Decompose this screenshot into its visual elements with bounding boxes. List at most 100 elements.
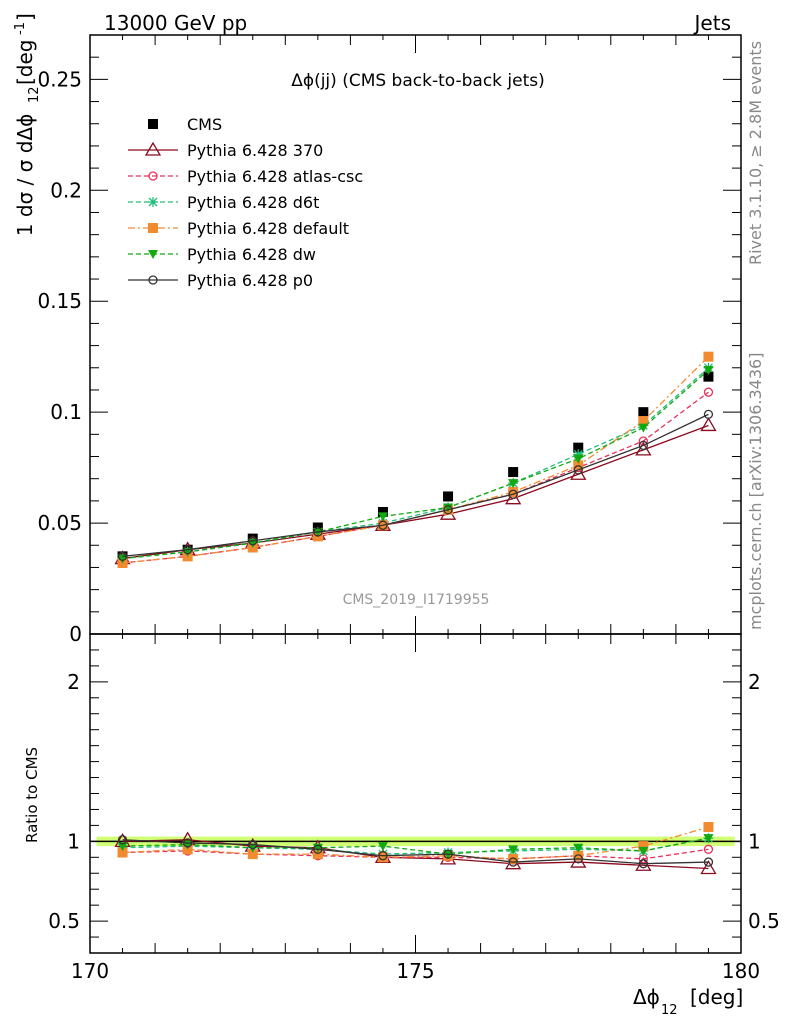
ratio-y-tick-label: 0.5 bbox=[48, 909, 80, 933]
series-line bbox=[122, 369, 709, 560]
data-point bbox=[377, 506, 388, 517]
data-point bbox=[182, 545, 193, 555]
ratio-point bbox=[117, 847, 128, 858]
ratio-line bbox=[122, 837, 709, 855]
ratio-y-label: Ratio to CMS bbox=[23, 747, 41, 843]
svg-text:12: 12 bbox=[661, 1003, 678, 1018]
data-point bbox=[508, 467, 519, 478]
ratio-point bbox=[247, 849, 258, 860]
data-point bbox=[638, 407, 649, 418]
legend-item: CMS bbox=[148, 115, 222, 134]
legend-label: Pythia 6.428 atlas-csc bbox=[187, 167, 363, 186]
ratio-point bbox=[312, 849, 323, 860]
ratio-point bbox=[638, 846, 649, 856]
ratio-frame bbox=[89, 633, 742, 954]
legend-label: Pythia 6.428 default bbox=[187, 219, 349, 238]
legend-item: Pythia 6.428 d6t bbox=[128, 193, 319, 212]
y-tick-label: 0.05 bbox=[37, 511, 82, 535]
ratio-y-tick-label-right: 1 bbox=[748, 829, 761, 853]
data-point bbox=[443, 491, 454, 502]
ratio-series-1 bbox=[117, 844, 714, 864]
svg-text:[deg]: [deg] bbox=[690, 985, 743, 1009]
data-point bbox=[703, 409, 714, 420]
data-point bbox=[378, 520, 388, 530]
data-point bbox=[635, 441, 652, 456]
ratio-y-tick-label: 2 bbox=[67, 670, 80, 694]
x-tick-label: 180 bbox=[722, 959, 760, 983]
legend-marker bbox=[148, 119, 158, 129]
ratio-point bbox=[508, 853, 519, 864]
legend-label: Pythia 6.428 p0 bbox=[187, 271, 313, 290]
data-point bbox=[443, 503, 454, 513]
svg-text:12: 12 bbox=[27, 86, 42, 103]
data-point bbox=[700, 417, 717, 432]
ratio-point bbox=[508, 845, 519, 855]
series-line bbox=[122, 424, 709, 560]
ratio-point bbox=[377, 852, 388, 863]
y-tick-label: 0.25 bbox=[37, 67, 82, 91]
ratio-point bbox=[573, 850, 584, 861]
data-point bbox=[443, 505, 453, 515]
series-line bbox=[122, 391, 709, 564]
legend-label: Pythia 6.428 d6t bbox=[187, 193, 319, 212]
series-line bbox=[122, 413, 709, 557]
ratio-point bbox=[700, 860, 717, 875]
data-point bbox=[508, 489, 518, 499]
watermark: CMS_2019_I1719955 bbox=[343, 592, 490, 608]
ratio-line bbox=[122, 839, 709, 865]
legend-item: Pythia 6.428 p0 bbox=[128, 271, 313, 290]
ratio-line bbox=[122, 837, 709, 855]
ratio-y-tick-label-right: 0.5 bbox=[748, 909, 780, 933]
ratio-point bbox=[573, 843, 584, 853]
series-4 bbox=[117, 351, 714, 569]
legend-marker bbox=[148, 223, 158, 233]
ratio-point bbox=[703, 844, 714, 854]
ratio-point bbox=[248, 839, 258, 850]
series-1 bbox=[114, 417, 717, 565]
ratio-line bbox=[122, 848, 709, 860]
legend-marker bbox=[148, 275, 158, 285]
legend-item: Pythia 6.428 dw bbox=[128, 245, 316, 264]
chart-title: Δϕ(jj) (CMS back-to-back jets) bbox=[291, 71, 545, 91]
series-line bbox=[122, 367, 709, 560]
ratio-point bbox=[638, 859, 648, 869]
series-0 bbox=[117, 371, 714, 562]
legend-label: Pythia 6.428 dw bbox=[187, 245, 316, 264]
data-point bbox=[570, 465, 587, 480]
series-3 bbox=[117, 362, 714, 564]
ratio-point bbox=[313, 844, 323, 854]
data-point bbox=[573, 454, 584, 464]
legend-item: Pythia 6.428 atlas-csc bbox=[128, 167, 363, 186]
data-point bbox=[703, 371, 714, 382]
ratio-point bbox=[117, 842, 128, 852]
y-tick-label: 0.15 bbox=[37, 289, 82, 313]
data-point bbox=[573, 442, 584, 453]
series-5 bbox=[117, 365, 714, 564]
data-point bbox=[508, 487, 519, 498]
data-point bbox=[638, 423, 649, 433]
ratio-point bbox=[703, 821, 714, 832]
series-6 bbox=[117, 409, 714, 562]
legend: CMS Pythia 6.428 370 Pythia 6.428 atlas-cs… bbox=[128, 115, 363, 290]
x-tick-label: 175 bbox=[396, 959, 434, 983]
ratio-point bbox=[638, 841, 649, 852]
ratio-point bbox=[182, 838, 193, 848]
x-axis-label: Δϕ 12 [deg] bbox=[633, 985, 743, 1018]
rivet-label: Rivet 3.1.10, ≥ 2.8M events bbox=[746, 41, 765, 265]
legend-marker bbox=[148, 197, 158, 207]
data-point bbox=[377, 512, 388, 522]
svg-text:-1: -1 bbox=[13, 22, 28, 35]
data-point bbox=[573, 449, 584, 460]
y-tick-label: 0 bbox=[69, 622, 82, 646]
ratio-series-5 bbox=[117, 835, 714, 869]
data-point bbox=[313, 527, 323, 537]
data-point bbox=[638, 416, 649, 427]
data-point bbox=[248, 536, 258, 546]
data-point bbox=[505, 490, 522, 505]
ratio-y-tick-label-right: 2 bbox=[748, 670, 761, 694]
header-right: Jets bbox=[693, 11, 731, 35]
data-point bbox=[703, 387, 714, 397]
svg-text:Δϕ: Δϕ bbox=[633, 985, 660, 1009]
legend-marker bbox=[148, 250, 158, 259]
